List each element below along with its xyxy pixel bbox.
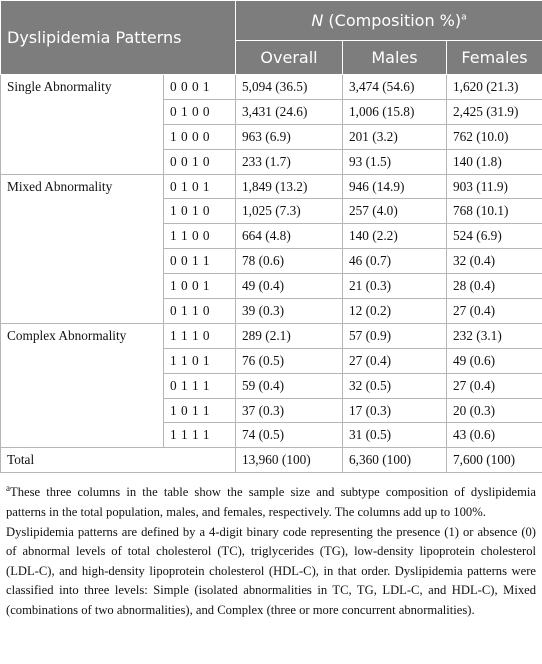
column-header: Females: [445, 40, 542, 75]
group-label: Single Abnormality: [0, 74, 164, 175]
cell: 3,431 (24.6): [235, 98, 343, 125]
cell: 32 (0.4): [445, 248, 542, 275]
pattern-code: 0 1 1 1: [163, 372, 236, 399]
cell: 201 (3.2): [342, 123, 447, 150]
pattern-code: 1 0 1 1: [163, 397, 236, 424]
table-row: 1 0 0 1 49 (0.4) 21 (0.3) 28 (0.4): [1, 273, 542, 300]
footnote: Dyslipidemia patterns are defined by a 4…: [6, 523, 536, 621]
cell: 17 (0.3): [342, 397, 447, 424]
cell: 31 (0.5): [342, 422, 447, 449]
cell: 524 (6.9): [445, 223, 542, 250]
footnote: aThese three columns in the table show t…: [6, 479, 536, 522]
cell: 1,025 (7.3): [235, 198, 343, 225]
pattern-code: 0 0 0 1: [163, 74, 236, 100]
cell: 49 (0.4): [235, 273, 343, 300]
cell: 289 (2.1): [235, 322, 343, 349]
pattern-code: 1 0 1 0: [163, 198, 236, 225]
cell: 963 (6.9): [235, 123, 343, 150]
footnote-text: Dyslipidemia patterns are defined by a 4…: [6, 524, 536, 617]
pattern-code: 0 0 1 1: [163, 248, 236, 275]
column-header: Overall: [235, 40, 343, 75]
pattern-code: 1 1 1 1: [163, 422, 236, 449]
cell: 76 (0.5): [235, 347, 343, 374]
cell: 93 (1.5): [342, 148, 447, 175]
group-header-text: (Composition %): [323, 11, 462, 30]
cell: 257 (4.0): [342, 198, 447, 225]
cell: 762 (10.0): [445, 123, 542, 150]
cell: 7,600 (100): [445, 447, 542, 474]
cell: 946 (14.9): [342, 173, 447, 200]
total-row: Total 13,960 (100) 6,360 (100) 7,600 (100): [0, 447, 542, 474]
pattern-code: 1 0 0 1: [163, 273, 236, 300]
footnote-marker: a: [461, 12, 467, 23]
cell: 78 (0.6): [235, 248, 343, 275]
pattern-code: 0 1 1 0: [163, 298, 236, 324]
pattern-header: Dyslipidemia Patterns: [0, 0, 236, 75]
group-label: Complex Abnormality: [0, 322, 164, 449]
table-row: 0 1 0 0 3,431 (24.6) 1,006 (15.8) 2,425 (31…: [1, 98, 542, 125]
cell: 1,849 (13.2): [235, 173, 343, 200]
cell: 57 (0.9): [342, 322, 447, 349]
cell: 32 (0.5): [342, 372, 447, 399]
table-row: 1 1 1 1 74 (0.5) 31 (0.5) 43 (0.6): [1, 422, 542, 449]
cell: 6,360 (100): [342, 447, 447, 474]
table-row: 0 1 1 0 39 (0.3) 12 (0.2) 27 (0.4): [1, 298, 542, 324]
footnote-marker: a: [6, 483, 10, 494]
cell: 12 (0.2): [342, 298, 447, 324]
pattern-code: 1 0 0 0: [163, 123, 236, 150]
footnotes: aThese three columns in the table show t…: [0, 473, 542, 620]
cell: 49 (0.6): [445, 347, 542, 374]
cell: 21 (0.3): [342, 273, 447, 300]
cell: 27 (0.4): [445, 298, 542, 324]
pattern-code: 0 1 0 0: [163, 98, 236, 125]
n-symbol: N: [311, 11, 324, 30]
cell: 39 (0.3): [235, 298, 343, 324]
cell: 13,960 (100): [235, 447, 343, 474]
table-row: Complex Abnormality 1 1 1 0 289 (2.1) 57 (0…: [0, 322, 542, 449]
cell: 27 (0.4): [342, 347, 447, 374]
cell: 233 (1.7): [235, 148, 343, 175]
cell: 1,006 (15.8): [342, 98, 447, 125]
cell: 28 (0.4): [445, 273, 542, 300]
pattern-code: 1 1 0 1: [163, 347, 236, 374]
cell: 3,474 (54.6): [342, 74, 447, 100]
pattern-code: 1 1 1 0: [163, 322, 236, 349]
cell: 43 (0.6): [445, 422, 542, 449]
cell: 5,094 (36.5): [235, 74, 343, 100]
cell: 903 (11.9): [445, 173, 542, 200]
table-row: 1 1 0 0 664 (4.8) 140 (2.2) 524 (6.9): [1, 223, 542, 250]
cell: 140 (2.2): [342, 223, 447, 250]
cell: 74 (0.5): [235, 422, 343, 449]
group-header: N (Composition %)a: [234, 0, 542, 41]
cell: 768 (10.1): [445, 198, 542, 225]
group-label: Mixed Abnormality: [0, 173, 164, 324]
column-header: Males: [342, 40, 447, 75]
cell: 46 (0.7): [342, 248, 447, 275]
table-row: Single Abnormality 0 0 0 1 5,094 (36.5) 3,4…: [0, 74, 542, 175]
cell: 664 (4.8): [235, 223, 343, 250]
cell: 27 (0.4): [445, 372, 542, 399]
cell: 59 (0.4): [235, 372, 343, 399]
total-label: Total: [0, 447, 236, 474]
cell: 37 (0.3): [235, 397, 343, 424]
pattern-code: 0 0 1 0: [163, 148, 236, 175]
cell: 1,620 (21.3): [445, 74, 542, 100]
cell: 232 (3.1): [445, 322, 542, 349]
data-table: Dyslipidemia Patterns N (Composition %)a…: [0, 0, 542, 474]
table-row: 1 0 0 0 963 (6.9) 201 (3.2) 762 (10.0): [1, 123, 542, 150]
cell: 2,425 (31.9): [445, 98, 542, 125]
cell: 20 (0.3): [445, 397, 542, 424]
table-row: Mixed Abnormality 0 1 0 1 1,849 (13.2) 946 …: [0, 173, 542, 324]
pattern-code: 1 1 0 0: [163, 223, 236, 250]
pattern-code: 0 1 0 1: [163, 173, 236, 200]
table-row: 1 0 1 1 37 (0.3) 17 (0.3) 20 (0.3): [1, 397, 542, 424]
cell: 140 (1.8): [445, 148, 542, 175]
footnote-text: These three columns in the table show th…: [6, 485, 536, 520]
table-row: 1 0 1 0 1,025 (7.3) 257 (4.0) 768 (10.1): [1, 198, 542, 225]
table-row: 0 0 1 0 233 (1.7) 93 (1.5) 140 (1.8): [1, 148, 542, 175]
table-row: 0 0 1 1 78 (0.6) 46 (0.7) 32 (0.4): [1, 248, 542, 275]
